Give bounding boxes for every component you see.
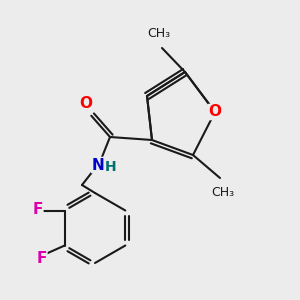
Text: CH₃: CH₃: [212, 186, 235, 199]
Text: O: O: [208, 104, 221, 119]
Text: CH₃: CH₃: [147, 27, 171, 40]
Text: F: F: [32, 202, 43, 217]
Text: H: H: [105, 160, 117, 174]
Text: N: N: [92, 158, 104, 172]
Text: O: O: [80, 97, 92, 112]
Text: F: F: [37, 251, 47, 266]
